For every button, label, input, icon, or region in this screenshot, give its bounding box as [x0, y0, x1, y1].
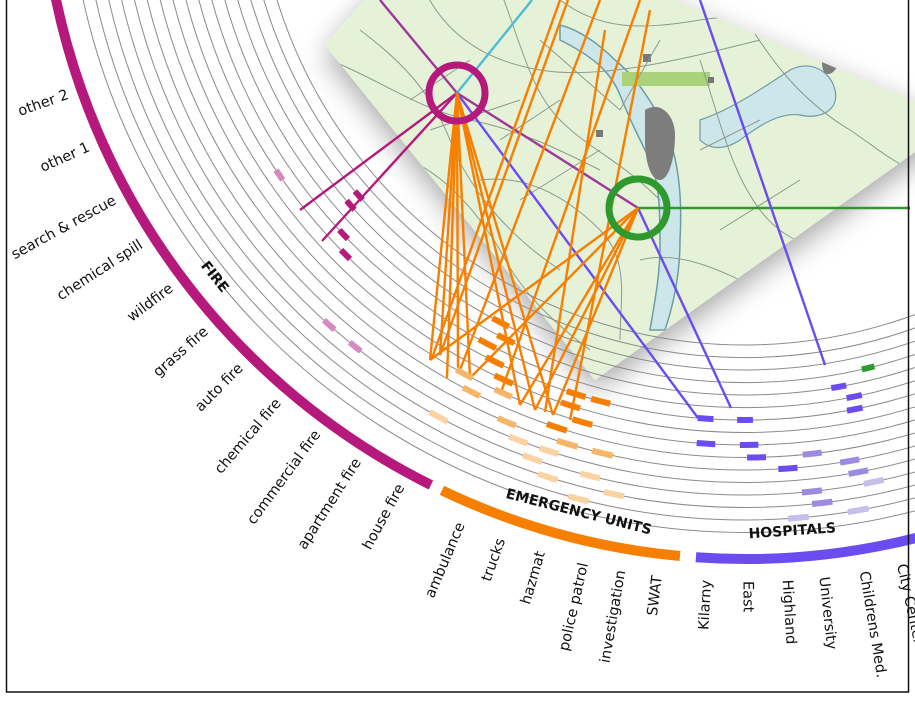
unit-segment[interactable] — [495, 389, 512, 397]
unit-segment[interactable] — [498, 418, 516, 426]
fire-type-label: other 2 — [16, 87, 71, 120]
emergency-units-group-title: EMERGENCY UNITS — [504, 486, 653, 538]
hospital-segment[interactable] — [778, 468, 797, 469]
unit-segment[interactable] — [523, 455, 542, 462]
unit-segment[interactable] — [486, 357, 504, 366]
unit-segment[interactable] — [573, 419, 593, 425]
fire-type-label: search & rescue — [9, 193, 119, 263]
unit-type-label: trucks — [479, 536, 509, 584]
hospital-type-label: East — [740, 581, 756, 613]
hospital-segment[interactable] — [840, 459, 859, 462]
hospital-segment[interactable] — [803, 453, 822, 455]
hospital-segment[interactable] — [698, 418, 714, 419]
fire-type-label: commercial fire — [244, 427, 324, 527]
fire-segment[interactable] — [341, 250, 350, 259]
fire-type-label: chemical spill — [54, 237, 146, 304]
map-building — [708, 77, 714, 83]
unit-segment[interactable] — [463, 388, 480, 397]
hospital-segment[interactable] — [862, 366, 875, 369]
unit-segment[interactable] — [547, 424, 567, 431]
unit-segment[interactable] — [567, 391, 586, 397]
unit-segment[interactable] — [509, 436, 527, 443]
unit-segment[interactable] — [495, 375, 513, 383]
hospitals-group-title: HOSPITALS — [748, 520, 836, 542]
map-island-2 — [822, 37, 843, 74]
fire-group-title: FIRE — [197, 258, 231, 295]
unit-segment[interactable] — [540, 448, 559, 454]
unit-type-label: investigation — [598, 569, 630, 664]
hospital-segment[interactable] — [864, 480, 884, 484]
fire-segment[interactable] — [347, 201, 355, 210]
fire-segment[interactable] — [276, 170, 283, 180]
unit-segment[interactable] — [430, 412, 448, 422]
hospital-segment[interactable] — [788, 517, 809, 519]
hospital-segment[interactable] — [847, 395, 862, 398]
hospital-segment[interactable] — [849, 470, 868, 474]
map-building — [596, 130, 603, 137]
unit-segment[interactable] — [557, 441, 578, 447]
fire-type-label: other 1 — [38, 140, 92, 176]
fire-type-label: house fire — [360, 482, 409, 553]
hospital-segment[interactable] — [802, 490, 822, 492]
unit-segment[interactable] — [493, 318, 509, 327]
unit-type-label: ambulance — [423, 520, 469, 600]
unit-segment[interactable] — [479, 339, 496, 348]
fire-segment[interactable] — [339, 230, 348, 239]
unit-segment[interactable] — [538, 474, 558, 480]
fire-segment[interactable] — [324, 320, 335, 330]
fire-type-label: grass fire — [151, 324, 212, 381]
hospital-type-label: City Center — [893, 562, 915, 645]
link-unit — [457, 93, 458, 368]
unit-type-label: SWAT — [645, 575, 666, 617]
hospital-type-label: University — [815, 576, 839, 651]
fire-type-label: wildfire — [125, 281, 177, 326]
fire-type-label: chemical fire — [212, 396, 285, 477]
unit-segment[interactable] — [580, 474, 600, 479]
unit-type-label: hazmat — [518, 549, 549, 606]
unit-segment[interactable] — [604, 492, 624, 496]
fire-segment[interactable] — [350, 342, 361, 351]
hospital-type-label: Kilarny — [696, 579, 715, 630]
hospital-type-label: Highland — [779, 579, 799, 644]
hospital-segment[interactable] — [847, 408, 863, 411]
hospital-type-label: Childrens Med. — [856, 570, 889, 679]
hospital-segment[interactable] — [831, 385, 846, 388]
unit-segment[interactable] — [561, 402, 580, 408]
hospital-segment[interactable] — [812, 502, 832, 504]
fire-type-label: apartment fire — [295, 456, 365, 553]
unit-type-label: police patrol — [556, 561, 592, 652]
unit-segment[interactable] — [592, 451, 613, 456]
fire-type-label: auto fire — [192, 361, 246, 416]
hospital-segment[interactable] — [848, 508, 869, 512]
unit-segment[interactable] — [591, 399, 610, 404]
fire-segment[interactable] — [355, 191, 363, 200]
unit-segment[interactable] — [568, 496, 588, 501]
hospital-segment[interactable] — [697, 443, 716, 444]
